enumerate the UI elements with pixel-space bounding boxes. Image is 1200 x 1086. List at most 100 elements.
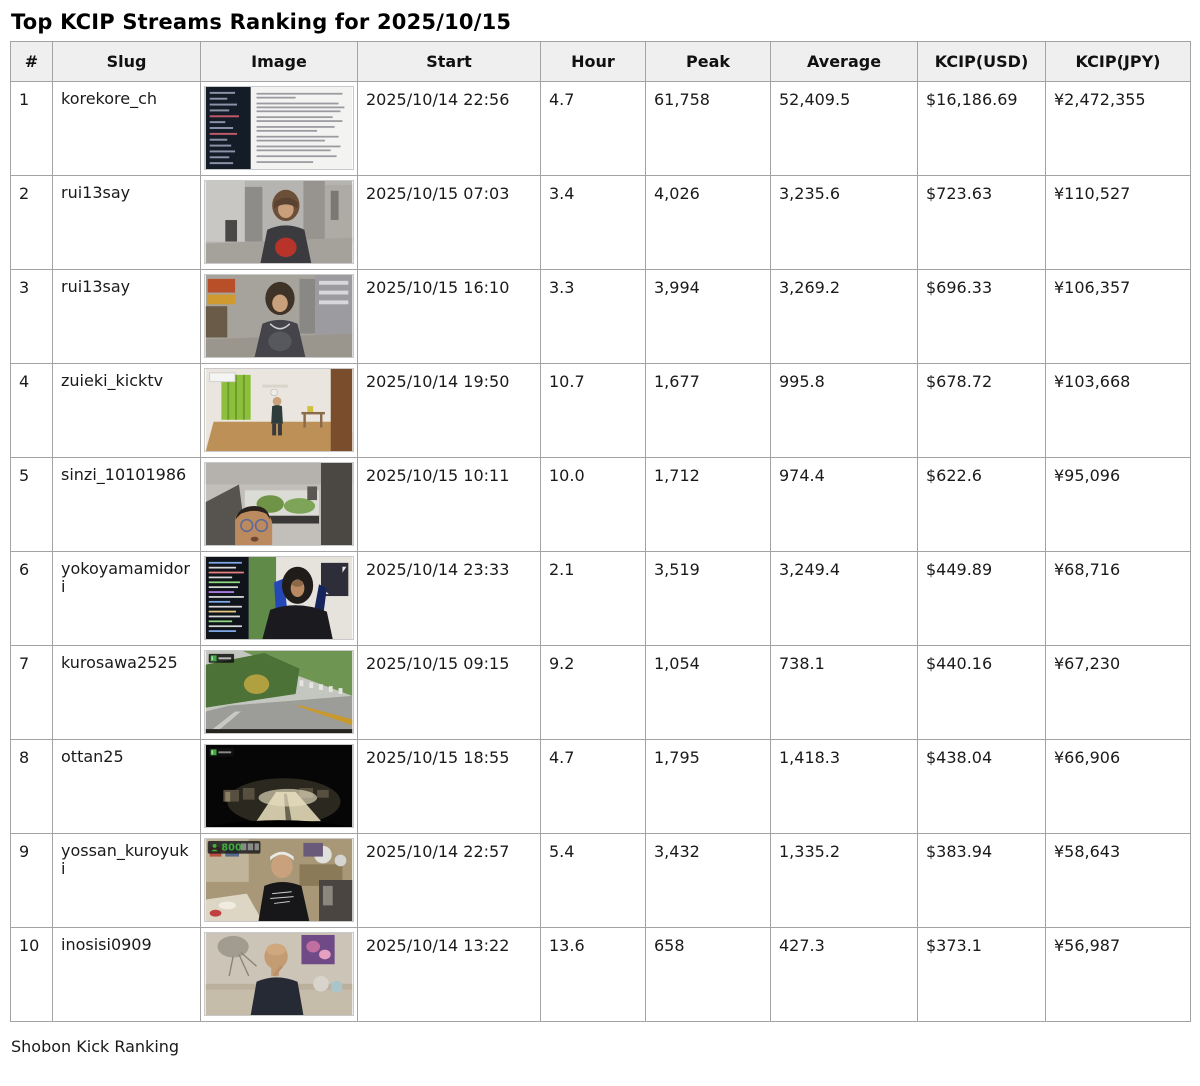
image-cell: 800	[200, 833, 358, 928]
kcip-usd-cell: $438.04	[917, 739, 1046, 834]
viewer-count: 800	[221, 843, 242, 854]
average-cell: 3,235.6	[770, 175, 918, 270]
table-row: 1 korekore_ch	[10, 81, 1191, 176]
average-cell: 52,409.5	[770, 81, 918, 176]
peak-cell: 61,758	[645, 81, 771, 176]
average-cell: 738.1	[770, 645, 918, 740]
average-cell: 3,249.4	[770, 551, 918, 646]
thumbnail-couch-room	[204, 932, 354, 1016]
start-cell: 2025/10/15 09:15	[357, 645, 541, 740]
image-cell	[200, 551, 358, 646]
footer-credit: Shobon Kick Ranking	[11, 1037, 180, 1056]
rank-cell: 10	[10, 927, 53, 1022]
peak-cell: 4,026	[645, 175, 771, 270]
kcip-jpy-cell: ¥95,096	[1045, 457, 1191, 552]
thumbnail-street-morning	[204, 180, 354, 264]
table-row: 4 zuieki_kicktv	[10, 363, 1191, 458]
slug-cell: zuieki_kicktv	[52, 363, 201, 458]
peak-cell: 1,712	[645, 457, 771, 552]
start-cell: 2025/10/14 13:22	[357, 927, 541, 1022]
stream-thumbnail	[204, 556, 354, 640]
col-header-average: Average	[770, 41, 918, 82]
hour-cell: 10.7	[540, 363, 646, 458]
kick-logo-badge	[208, 653, 235, 663]
peak-cell: 3,994	[645, 269, 771, 364]
table-row: 3 rui13say	[10, 269, 1191, 364]
image-cell	[200, 645, 358, 740]
image-cell	[200, 457, 358, 552]
peak-cell: 3,519	[645, 551, 771, 646]
hour-cell: 4.7	[540, 81, 646, 176]
slug-cell: ottan25	[52, 739, 201, 834]
stream-thumbnail	[204, 462, 354, 546]
stream-thumbnail	[204, 744, 354, 828]
col-header-rank: #	[10, 41, 53, 82]
stream-thumbnail	[204, 650, 354, 734]
hour-cell: 3.3	[540, 269, 646, 364]
kcip-jpy-cell: ¥67,230	[1045, 645, 1191, 740]
peak-cell: 1,677	[645, 363, 771, 458]
rank-cell: 6	[10, 551, 53, 646]
peak-cell: 658	[645, 927, 771, 1022]
kcip-jpy-cell: ¥103,668	[1045, 363, 1191, 458]
rank-cell: 3	[10, 269, 53, 364]
kcip-jpy-cell: ¥66,906	[1045, 739, 1191, 834]
rank-cell: 4	[10, 363, 53, 458]
hour-cell: 3.4	[540, 175, 646, 270]
thumbnail-room-juggling	[204, 368, 354, 452]
rank-cell: 9	[10, 833, 53, 928]
thumbnail-night-road	[204, 744, 354, 828]
col-header-start: Start	[357, 41, 541, 82]
table-row: 6 yokoyamamidori	[10, 551, 1191, 646]
kcip-jpy-cell: ¥106,357	[1045, 269, 1191, 364]
col-header-hour: Hour	[540, 41, 646, 82]
image-cell	[200, 269, 358, 364]
average-cell: 974.4	[770, 457, 918, 552]
start-cell: 2025/10/14 19:50	[357, 363, 541, 458]
hour-cell: 13.6	[540, 927, 646, 1022]
rank-cell: 7	[10, 645, 53, 740]
slug-cell: rui13say	[52, 269, 201, 364]
stream-thumbnail: 800	[204, 838, 354, 922]
average-cell: 427.3	[770, 927, 918, 1022]
slug-cell: yokoyamamidori	[52, 551, 201, 646]
average-cell: 1,335.2	[770, 833, 918, 928]
average-cell: 995.8	[770, 363, 918, 458]
peak-cell: 3,432	[645, 833, 771, 928]
table-row: 10 inosisi0909	[10, 927, 1191, 1022]
rank-cell: 1	[10, 81, 53, 176]
slug-cell: yossan_kuroyuki	[52, 833, 201, 928]
hour-cell: 5.4	[540, 833, 646, 928]
start-cell: 2025/10/14 22:56	[357, 81, 541, 176]
rank-cell: 8	[10, 739, 53, 834]
table-row: 8 ottan25	[10, 739, 1191, 834]
kcip-jpy-cell: ¥110,527	[1045, 175, 1191, 270]
table-row: 5 sinzi_10101986	[10, 457, 1191, 552]
kcip-usd-cell: $383.94	[917, 833, 1046, 928]
peak-cell: 1,795	[645, 739, 771, 834]
thumbnail-day-road	[204, 650, 354, 734]
viewers-label-glyphs	[240, 843, 259, 851]
image-cell	[200, 927, 358, 1022]
start-cell: 2025/10/15 16:10	[357, 269, 541, 364]
start-cell: 2025/10/15 07:03	[357, 175, 541, 270]
ranking-table: # Slug Image Start Hour Peak Average KCI…	[10, 41, 1191, 1022]
col-header-kcip-jpy: KCIP(JPY)	[1045, 41, 1191, 82]
kcip-usd-cell: $723.63	[917, 175, 1046, 270]
slug-cell: korekore_ch	[52, 81, 201, 176]
stream-thumbnail	[204, 932, 354, 1016]
kcip-jpy-cell: ¥68,716	[1045, 551, 1191, 646]
kcip-jpy-cell: ¥56,987	[1045, 927, 1191, 1022]
col-header-peak: Peak	[645, 41, 771, 82]
rank-cell: 2	[10, 175, 53, 270]
table-row: 9 yossan_kuroyuki	[10, 833, 1191, 928]
start-cell: 2025/10/14 23:33	[357, 551, 541, 646]
stream-thumbnail	[204, 86, 354, 170]
image-cell	[200, 739, 358, 834]
image-cell	[200, 81, 358, 176]
kcip-usd-cell: $440.16	[917, 645, 1046, 740]
average-cell: 1,418.3	[770, 739, 918, 834]
kcip-jpy-cell: ¥58,643	[1045, 833, 1191, 928]
hour-cell: 9.2	[540, 645, 646, 740]
stream-thumbnail	[204, 274, 354, 358]
